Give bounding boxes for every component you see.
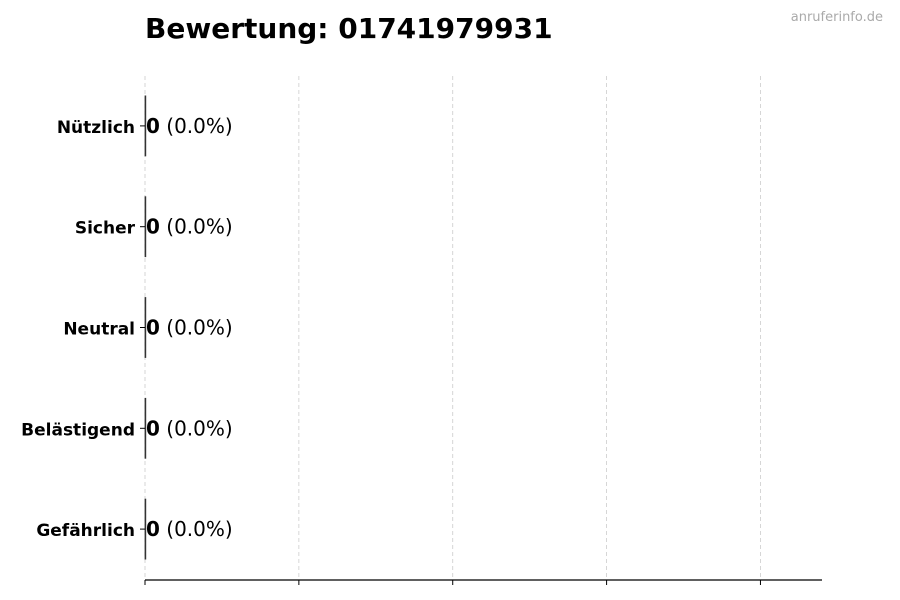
data-label: 0 (0.0%) [146, 517, 233, 541]
chart-title: Bewertung: 01741979931 [145, 12, 553, 45]
percent-label: (0.0%) [160, 316, 233, 340]
category-label: Neutral [63, 320, 135, 340]
percent-label: (0.0%) [160, 215, 233, 239]
value-label: 0 [146, 114, 160, 138]
percent-label: (0.0%) [160, 416, 233, 440]
category-label: Nützlich [57, 118, 135, 138]
percent-label: (0.0%) [160, 114, 233, 138]
value-label: 0 [146, 416, 160, 440]
value-label: 0 [146, 517, 160, 541]
data-label: 0 (0.0%) [146, 114, 233, 138]
data-label: 0 (0.0%) [146, 215, 233, 239]
percent-label: (0.0%) [160, 517, 233, 541]
watermark: anruferinfo.de [790, 10, 883, 25]
data-label: 0 (0.0%) [146, 316, 233, 340]
value-label: 0 [146, 316, 160, 340]
category-label: Belästigend [21, 420, 135, 440]
value-label: 0 [146, 215, 160, 239]
category-label: Gefährlich [36, 521, 135, 541]
category-label: Sicher [75, 219, 136, 239]
data-label: 0 (0.0%) [146, 416, 233, 440]
